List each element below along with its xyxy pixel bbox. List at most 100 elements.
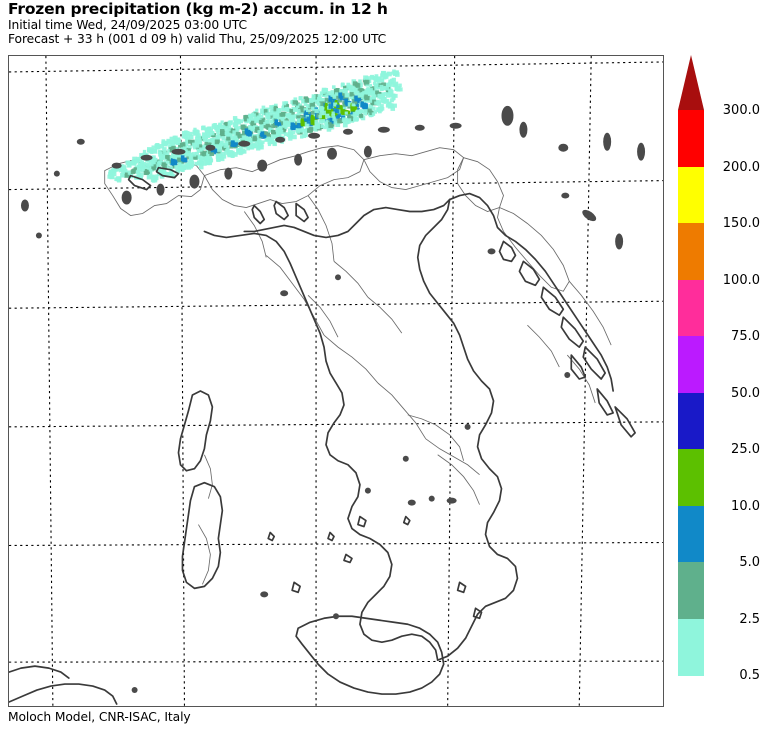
precip-cell bbox=[202, 132, 208, 138]
precip-cell bbox=[220, 129, 225, 134]
precip-cell bbox=[201, 125, 206, 130]
precip-cell bbox=[266, 125, 271, 130]
precip-cell bbox=[286, 133, 291, 137]
colorbar-label-5-0: 5.0 bbox=[739, 555, 760, 570]
precip-cell bbox=[202, 137, 208, 142]
precip-cell bbox=[183, 149, 188, 154]
precip-cell bbox=[389, 92, 393, 96]
precip-cell bbox=[246, 146, 251, 151]
precip-cell bbox=[248, 145, 253, 149]
precip-cell bbox=[151, 165, 156, 170]
precip-cell bbox=[291, 130, 296, 135]
precip-cell bbox=[184, 130, 188, 134]
precip-cell bbox=[213, 148, 218, 153]
precip-cell bbox=[314, 119, 319, 124]
precip-cell bbox=[248, 114, 253, 119]
precip-cell bbox=[290, 111, 295, 117]
precip-cell bbox=[380, 104, 384, 108]
precip-cell bbox=[351, 102, 356, 107]
precip-cell bbox=[184, 137, 190, 142]
precip-cell bbox=[264, 138, 268, 142]
precip-cell bbox=[337, 104, 343, 110]
precip-cell bbox=[207, 142, 211, 146]
precip-cell bbox=[259, 128, 263, 132]
precip-cell bbox=[371, 106, 376, 111]
precip-cell bbox=[288, 132, 293, 137]
precip-cell bbox=[168, 166, 173, 171]
precip-cell bbox=[340, 105, 344, 115]
precip-cell bbox=[283, 132, 288, 137]
map-frame[interactable] bbox=[8, 55, 664, 707]
precip-cell bbox=[162, 163, 167, 169]
precip-cell bbox=[392, 103, 397, 108]
precip-cell bbox=[314, 127, 319, 132]
precip-cell bbox=[230, 140, 235, 147]
precip-cell bbox=[358, 82, 363, 87]
precip-cell bbox=[354, 95, 358, 102]
precip-cell bbox=[148, 167, 153, 172]
precip-cell bbox=[202, 151, 208, 157]
precip-cell bbox=[174, 165, 178, 169]
precipitation-layer bbox=[107, 69, 403, 183]
precip-cell bbox=[271, 109, 277, 115]
precip-cell bbox=[238, 147, 243, 152]
precip-cell bbox=[381, 82, 386, 88]
precip-cell bbox=[145, 162, 150, 167]
precip-cell bbox=[157, 160, 163, 165]
precip-cell bbox=[342, 122, 348, 128]
precip-cell bbox=[261, 105, 266, 110]
colorbar-arrow-tip bbox=[678, 55, 704, 110]
precip-cell bbox=[127, 170, 133, 175]
colorbar-label-200-0: 200.0 bbox=[722, 159, 760, 175]
precip-cell bbox=[321, 89, 326, 94]
precip-cell bbox=[337, 97, 342, 103]
precip-cell bbox=[128, 163, 132, 167]
precip-cell bbox=[311, 96, 316, 101]
precip-cell bbox=[324, 102, 328, 112]
precip-cell bbox=[343, 88, 348, 93]
precip-cell bbox=[162, 168, 167, 173]
precip-cell bbox=[368, 88, 373, 93]
precip-cell bbox=[296, 118, 302, 123]
precip-cell bbox=[205, 139, 210, 144]
precip-cell bbox=[204, 135, 208, 140]
precip-cell bbox=[218, 123, 223, 127]
precip-cell bbox=[276, 122, 281, 126]
precip-cell bbox=[391, 97, 395, 101]
precip-cell bbox=[182, 146, 187, 151]
precip-cell bbox=[259, 125, 264, 130]
precip-cell bbox=[315, 125, 320, 129]
precip-cell bbox=[276, 131, 281, 136]
precip-cell bbox=[270, 134, 276, 139]
precip-cell bbox=[256, 115, 261, 120]
precip-cell bbox=[292, 107, 298, 113]
precip-cell bbox=[339, 89, 344, 93]
precip-cell bbox=[228, 141, 232, 146]
precip-cell bbox=[300, 117, 304, 127]
precip-cell bbox=[303, 108, 308, 112]
precip-cell bbox=[333, 102, 338, 107]
precip-cell bbox=[254, 141, 259, 146]
colorbar-band-150-0 bbox=[678, 223, 704, 281]
precip-cell bbox=[314, 122, 319, 127]
precip-cell bbox=[391, 71, 395, 75]
precip-cell bbox=[343, 85, 347, 90]
precip-cell bbox=[336, 104, 340, 108]
precip-cell bbox=[331, 113, 336, 118]
precip-cell bbox=[309, 103, 314, 108]
precip-cell bbox=[311, 94, 316, 99]
precip-cell bbox=[269, 114, 275, 119]
precip-cell bbox=[202, 161, 207, 166]
precip-cell bbox=[284, 103, 289, 108]
precip-cell bbox=[171, 164, 176, 169]
precip-cell bbox=[308, 128, 313, 133]
precip-cell bbox=[254, 112, 259, 117]
precip-cell bbox=[372, 99, 376, 104]
precip-cell bbox=[333, 97, 337, 102]
precip-cell bbox=[325, 113, 330, 119]
precip-cell bbox=[177, 163, 182, 168]
precip-cell bbox=[271, 117, 276, 122]
precip-cell bbox=[304, 98, 309, 103]
precip-cell bbox=[359, 89, 365, 95]
precip-cell bbox=[270, 130, 275, 134]
